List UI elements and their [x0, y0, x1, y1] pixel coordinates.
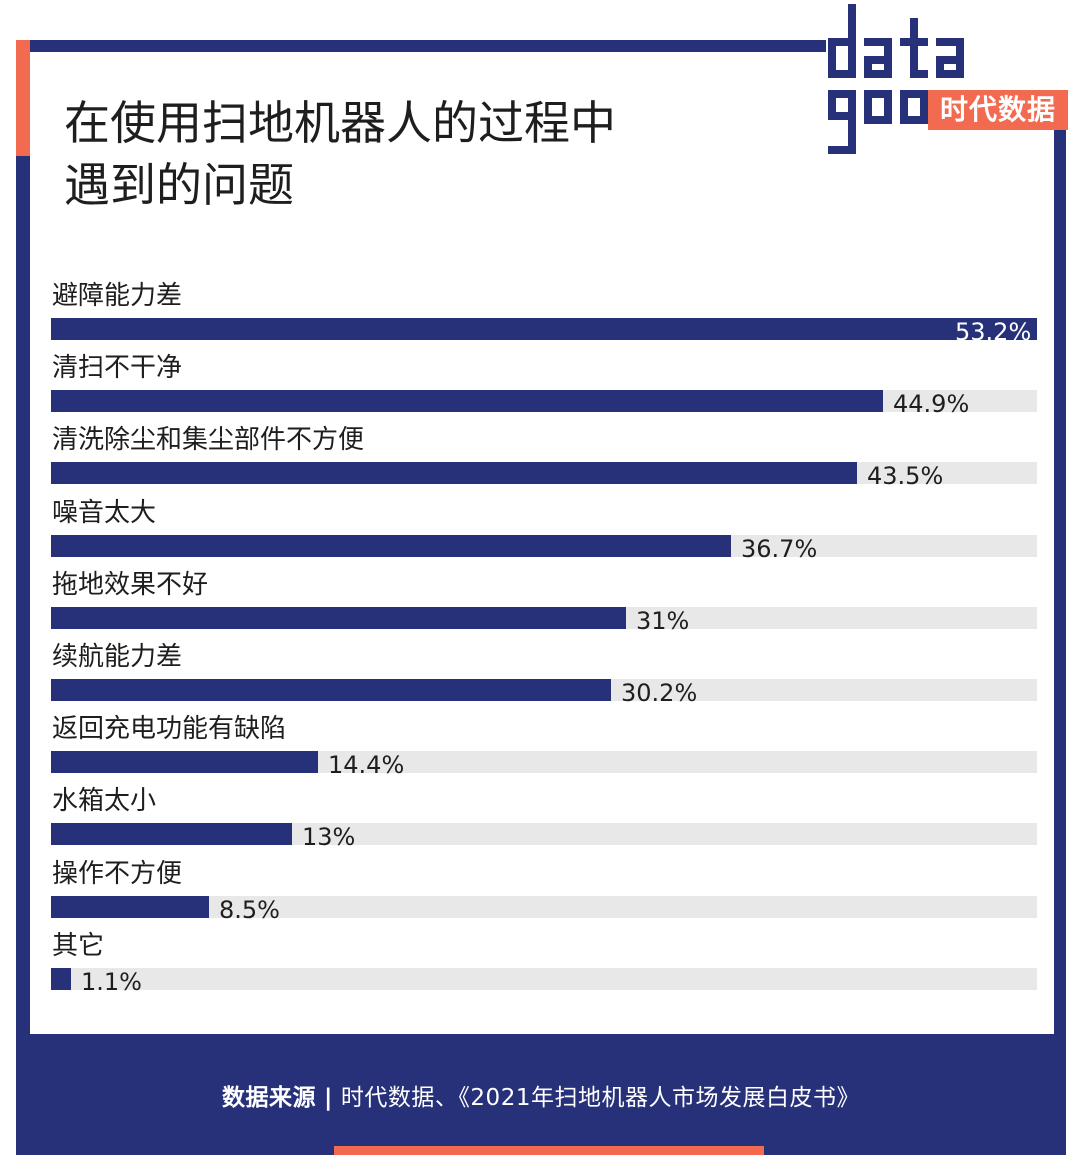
bar-value-label: 1.1%: [81, 967, 142, 996]
bar: [51, 895, 209, 918]
frame-top-bar: [16, 40, 826, 52]
chart-title: 在使用扫地机器人的过程中 遇到的问题: [64, 96, 616, 212]
source-separator: |: [324, 1085, 333, 1111]
bar: [51, 967, 71, 990]
bar-value-label: 36.7%: [741, 534, 818, 563]
frame-right-bar: [1054, 128, 1066, 1040]
bar-value-label: 44.9%: [893, 390, 970, 419]
bar-category-label: 清洗除尘和集尘部件不方便: [52, 425, 365, 456]
bar-category-label: 操作不方便: [52, 858, 183, 889]
bar-track: [51, 967, 1037, 990]
bar: [51, 751, 318, 774]
source-label: 数据来源: [222, 1085, 317, 1111]
bar: [51, 679, 611, 701]
bar-category-label: 噪音太大: [52, 497, 157, 528]
source-text: 时代数据、《2021年扫地机器人市场发展白皮书》: [340, 1085, 860, 1111]
footer-source: 数据来源 | 时代数据、《2021年扫地机器人市场发展白皮书》: [16, 1078, 1066, 1112]
bar-category-label: 其它: [52, 930, 105, 961]
bar-category-label: 返回充电功能有缺陷: [52, 714, 287, 745]
bar-value-label: 43.5%: [867, 462, 944, 491]
bar-value-label: 31%: [636, 606, 690, 635]
datagoo-logo: [828, 4, 964, 154]
bar-value-label: 13%: [302, 823, 356, 852]
bar: [51, 318, 1037, 340]
bar-value-label: 14.4%: [328, 751, 405, 780]
bar-value-label: 30.2%: [621, 679, 698, 707]
bar-category-label: 避障能力差: [52, 281, 183, 311]
bar: [51, 534, 731, 557]
bar-track: [51, 895, 1037, 918]
bar-category-label: 清扫不干净: [52, 353, 183, 384]
bar-category-label: 续航能力差: [52, 642, 183, 672]
bar: [51, 606, 626, 629]
frame-left-bar: [16, 156, 30, 1056]
bar-category-label: 水箱太小: [52, 786, 157, 817]
bar: [51, 462, 857, 485]
logo-brand-text: 时代数据: [928, 90, 1068, 130]
bar: [51, 390, 883, 413]
frame-left-accent: [16, 40, 30, 158]
bar-category-label: 拖地效果不好: [52, 569, 209, 600]
bar-value-label: 53.2%: [955, 318, 1032, 346]
bar-track: [51, 823, 1037, 846]
footer-panel: [16, 1034, 1066, 1155]
footer-accent: [334, 1146, 764, 1155]
bar-value-label: 8.5%: [219, 895, 280, 924]
bar: [51, 823, 292, 846]
